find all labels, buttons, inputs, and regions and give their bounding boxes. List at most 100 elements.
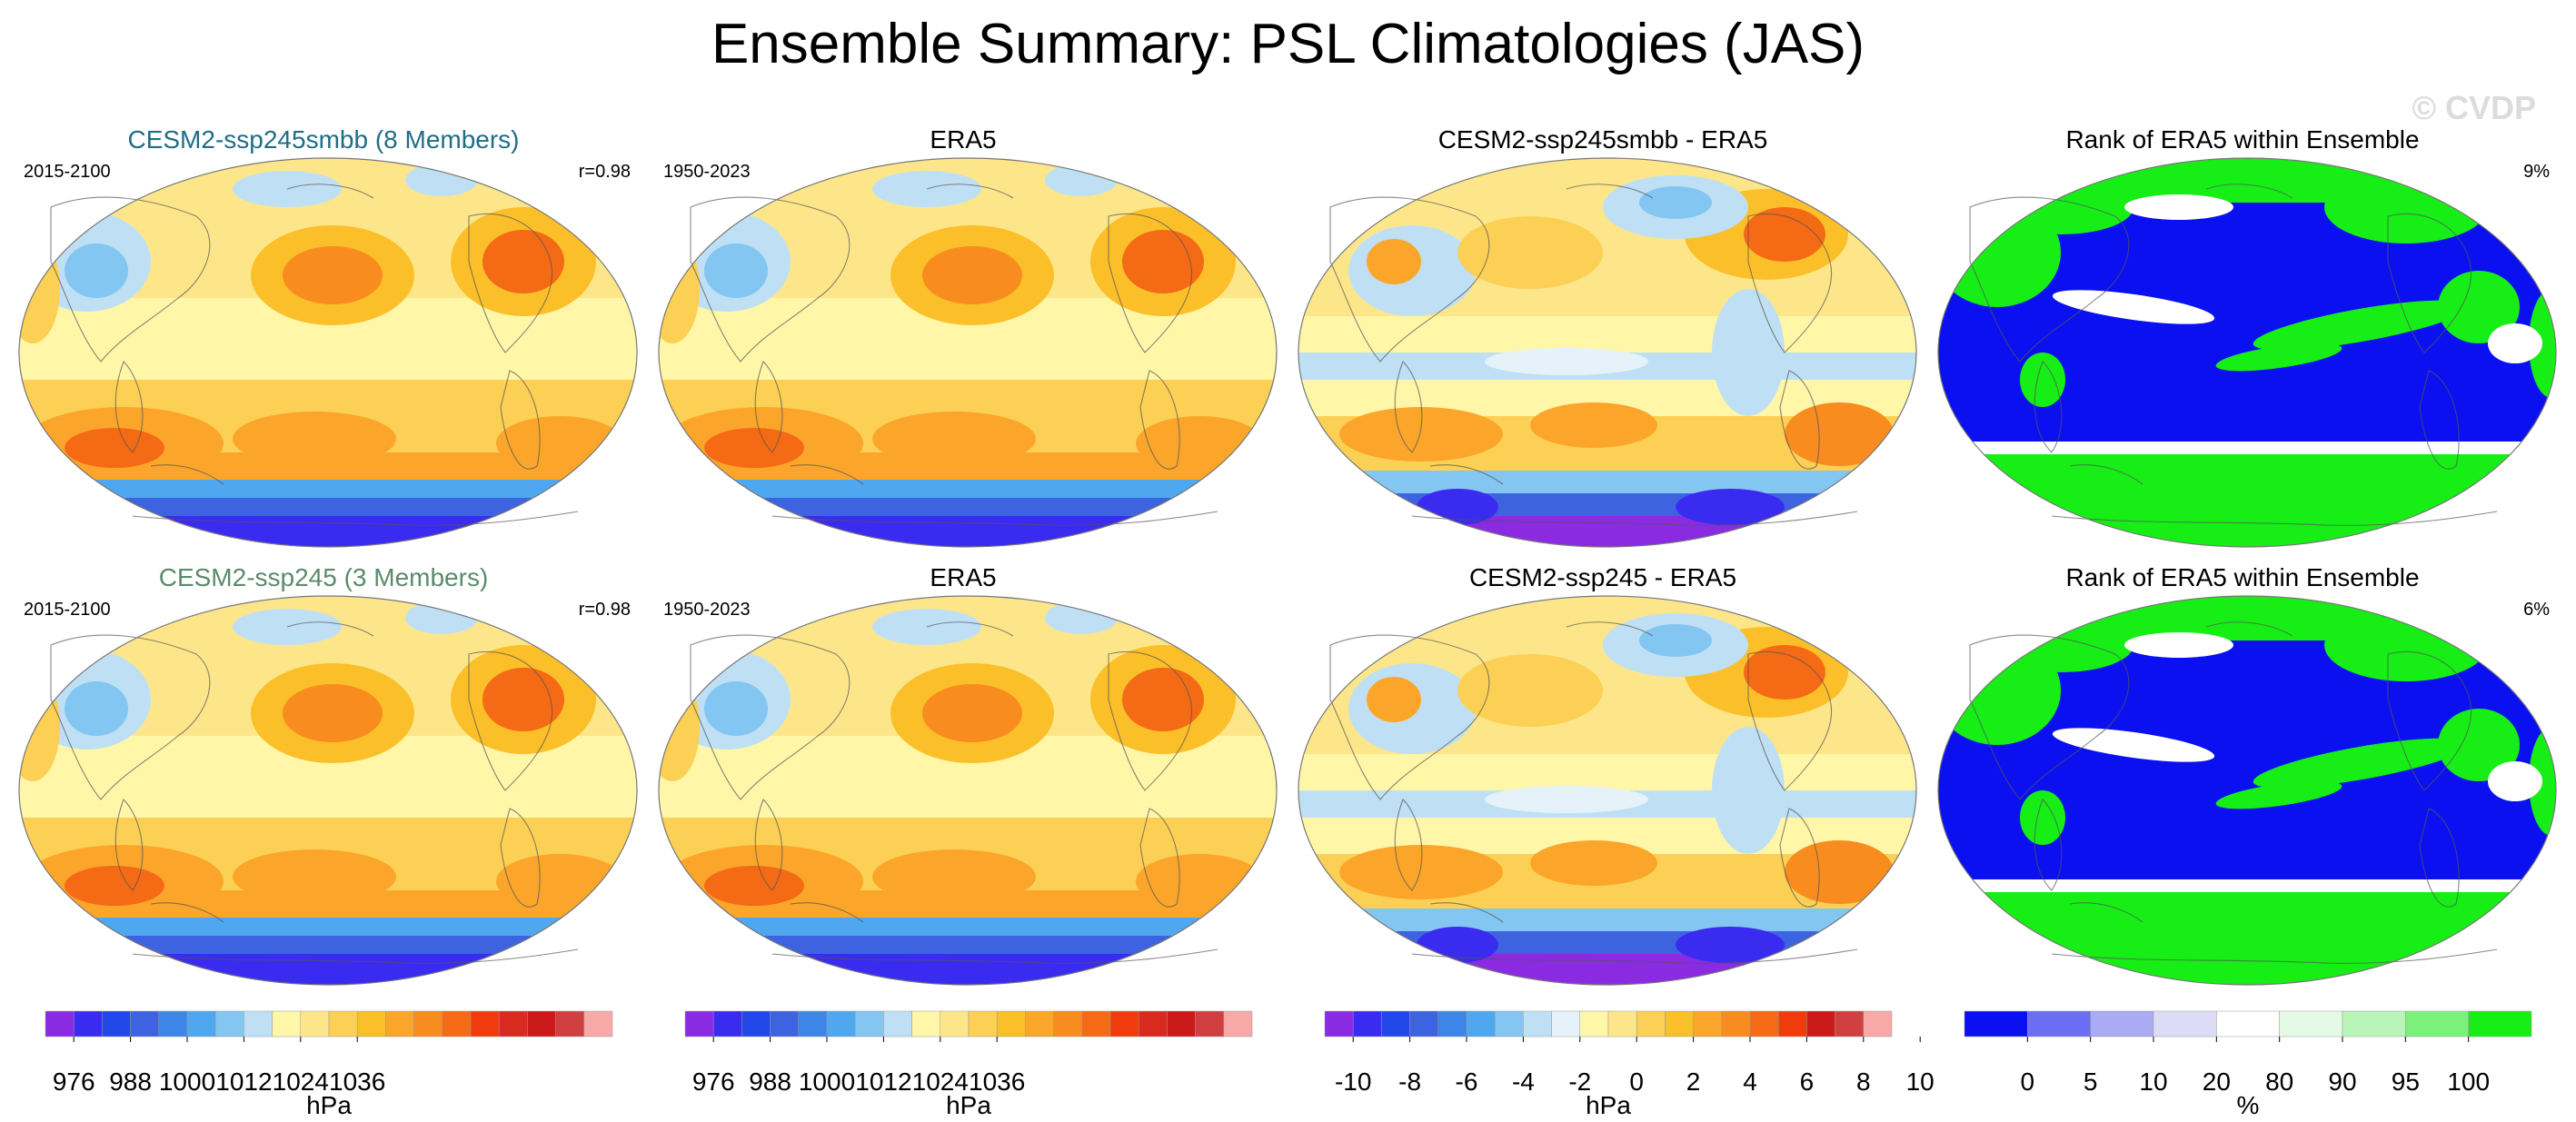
panel-r2c3: CESM2-ssp245 - ERA5 [1285, 565, 1921, 992]
colorbar-swatch [1665, 1010, 1694, 1038]
panel-title: ERA5 [930, 563, 997, 591]
panel-r2c4: Rank of ERA5 within Ensemble 6% [1925, 565, 2561, 992]
colorbar-swatch [1863, 1010, 1893, 1038]
colorbar-units: hPa [1586, 1091, 1631, 1119]
panel-title: CESM2-ssp245smbb - ERA5 [1437, 125, 1768, 154]
colorbar-swatch [413, 1010, 443, 1038]
colorbar-tick-label: 20 [2202, 1067, 2231, 1096]
colorbar-tick-label: 10 [2139, 1067, 2168, 1096]
colorbar-swatch [1749, 1010, 1779, 1038]
colorbar-swatch [1437, 1010, 1467, 1038]
colorbar-swatch [770, 1010, 800, 1038]
colorbar-swatch [1138, 1010, 1168, 1038]
colorbar-swatches [45, 1010, 613, 1042]
colorbar-tick-label: 1036 [329, 1067, 386, 1096]
colorbar-tick-label: 8 [1856, 1067, 1871, 1096]
colorbar-tick-label: -4 [1511, 1067, 1535, 1096]
panel-period: 1950-2023 [663, 162, 751, 182]
colorbar-swatch [272, 1010, 302, 1038]
colorbar-swatch [684, 1010, 714, 1038]
colorbar-rank: % 0 5 10 20 80 90 95 100 [1964, 1010, 2576, 1119]
colorbar-units: hPa [306, 1091, 352, 1119]
colorbar-swatch [1964, 1010, 2028, 1038]
colorbar-swatch [2090, 1010, 2154, 1038]
colorbar-tick-label: 1000 [158, 1067, 216, 1096]
colorbar-swatch [2279, 1010, 2343, 1038]
colorbar-swatch [1777, 1010, 1807, 1038]
panel-title: CESM2-ssp245 (3 Members) [158, 563, 489, 591]
psl-map [18, 157, 638, 548]
colorbar-tick-label: 100 [2447, 1067, 2491, 1096]
panel-title: Rank of ERA5 within Ensemble [2065, 125, 2420, 154]
colorbar-tick-label: 4 [1743, 1067, 1757, 1096]
colorbar-swatch [2342, 1010, 2406, 1038]
panel-period: 2015-2100 [24, 162, 111, 182]
colorbar-swatch [996, 1010, 1026, 1038]
colorbar-psl-2: hPa 976 988 1000 1012 1024 1036 [684, 1010, 1321, 1119]
panel-r2c2: ERA5 1950-2023 [645, 565, 1281, 992]
colorbar-tick-label: 6 [1799, 1067, 1815, 1096]
colorbar-swatch [2216, 1010, 2280, 1038]
colorbar-tick-label: 80 [2265, 1067, 2294, 1096]
colorbar-tick-label: 5 [2083, 1067, 2098, 1096]
panel-rank-percent: 6% [2523, 600, 2550, 620]
colorbar-swatch [1806, 1010, 1835, 1038]
panel-period: 1950-2023 [663, 600, 751, 620]
psl-map [658, 157, 1278, 548]
colorbar-tick-label: 10 [1905, 1067, 1934, 1096]
colorbar-swatches [684, 1010, 1253, 1042]
colorbar-swatch [498, 1010, 528, 1038]
colorbar-tick-label: 976 [691, 1067, 735, 1096]
colorbar-swatch [1693, 1010, 1723, 1038]
colorbar-swatch [300, 1010, 330, 1038]
colorbar-swatch [1195, 1010, 1225, 1038]
panel-rank-percent: 9% [2523, 162, 2550, 182]
colorbar-swatch [1352, 1010, 1382, 1038]
colorbar-swatch [527, 1010, 556, 1038]
colorbar-swatch [244, 1010, 273, 1038]
colorbar-tick-label: 1000 [798, 1067, 856, 1096]
colorbar-swatch [2405, 1010, 2469, 1038]
colorbar-swatch [940, 1010, 970, 1038]
psl-map [658, 595, 1278, 986]
colorbar-psl-1: hPa 976 988 1000 1012 1024 1036 [45, 1010, 681, 1119]
panel-title: Rank of ERA5 within Ensemble [2065, 563, 2420, 591]
colorbar-swatch [45, 1010, 75, 1038]
colorbar-swatch [1109, 1010, 1139, 1038]
colorbar-swatch [741, 1010, 771, 1038]
colorbar-swatches [1324, 1010, 1921, 1042]
colorbar-swatch [1025, 1010, 1054, 1038]
panel-r1c2: ERA5 1950-2023 [645, 127, 1281, 554]
colorbar-swatch [1523, 1010, 1552, 1038]
colorbar-tick-label: -6 [1455, 1067, 1478, 1096]
colorbar-swatch [583, 1010, 613, 1038]
colorbar-units: hPa [946, 1091, 991, 1119]
rank-map [1937, 595, 2557, 986]
colorbar-tick-label: -10 [1334, 1067, 1372, 1096]
panel-title: CESM2-ssp245 - ERA5 [1468, 563, 1737, 591]
colorbar-tick-label: 1012 [215, 1067, 273, 1096]
colorbar-tick-label: 1024 [272, 1067, 329, 1096]
colorbar-swatch [214, 1010, 244, 1038]
colorbar-swatch [2153, 1010, 2217, 1038]
rank-map [1937, 157, 2557, 548]
colorbar-tick-label: 90 [2328, 1067, 2357, 1096]
colorbar-swatch [130, 1010, 160, 1038]
colorbar-swatch [73, 1010, 103, 1038]
colorbar-tick-label: 0 [2020, 1067, 2035, 1096]
colorbar-swatch [1579, 1010, 1609, 1038]
colorbar-tick-label: 1012 [855, 1067, 912, 1096]
colorbar-swatch [911, 1010, 941, 1038]
colorbar-tick-label: 95 [2391, 1067, 2420, 1096]
colorbar-swatch [1324, 1010, 1354, 1038]
colorbar-tick-label: 2 [1686, 1067, 1701, 1096]
colorbar-swatch [555, 1010, 585, 1038]
colorbar-swatch [470, 1010, 500, 1038]
colorbar-swatch [798, 1010, 828, 1038]
psl-map [18, 595, 638, 986]
colorbar-swatch [356, 1010, 386, 1038]
colorbar-tick-label: -8 [1398, 1067, 1422, 1096]
colorbar-tick-label: 1036 [969, 1067, 1026, 1096]
colorbar-swatch [442, 1010, 472, 1038]
colorbar-swatch [712, 1010, 742, 1038]
